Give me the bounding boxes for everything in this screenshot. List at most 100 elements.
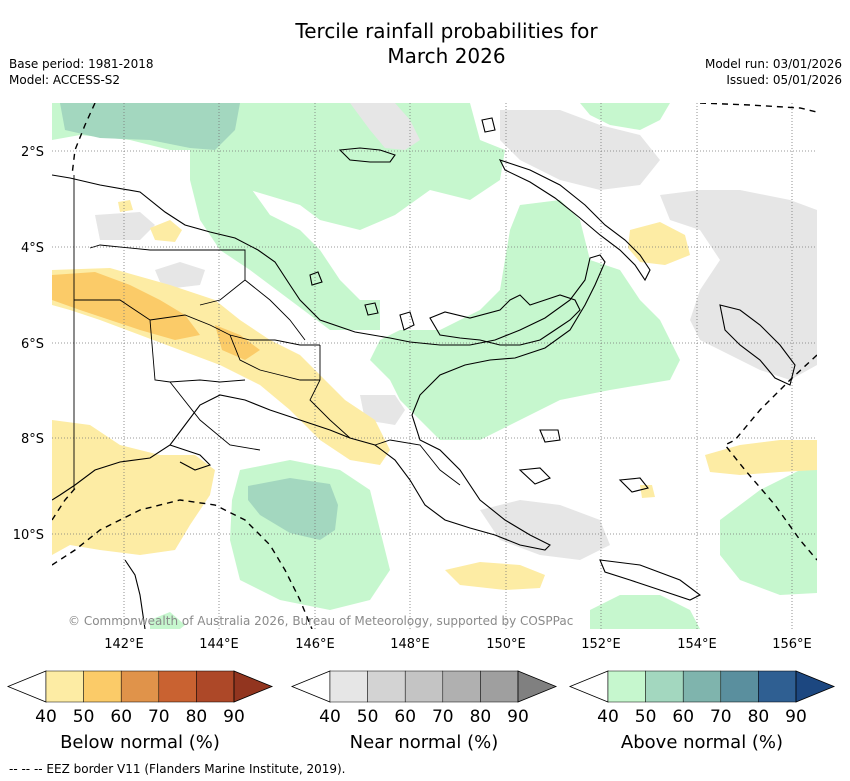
province-border-highlands-1: [149, 314, 320, 346]
above-colorbar-swatch: [645, 670, 684, 703]
below-normal-region-east: [628, 222, 690, 265]
below-colorbar-tick: 40: [35, 707, 57, 727]
below-normal-region-north-spot: [150, 220, 182, 242]
above-colorbar-tick: 60: [672, 707, 694, 727]
lon-label-154e: 154°E: [677, 637, 717, 652]
below-colorbar-tick: 90: [223, 707, 245, 727]
near-colorbar-max-arrow: [517, 670, 558, 703]
model-run-text: Model run: 03/01/2026: [704, 57, 842, 71]
title-line-2: March 2026: [387, 44, 506, 68]
base-info: Base period: 1981-2018 Model: ACCESS-S2: [9, 56, 154, 88]
above-colorbar-swatch: [607, 670, 646, 703]
probability-fields: [52, 103, 817, 629]
new-hanover-coast: [481, 117, 496, 133]
above-colorbar-tick: 50: [635, 707, 657, 727]
lat-label-6s: 6°S: [21, 337, 44, 352]
above-colorbar-tick: 90: [785, 707, 807, 727]
near-colorbar-swatch: [367, 670, 406, 703]
province-border-highlands-2: [229, 334, 320, 381]
australia-cape-york-coast: [124, 559, 146, 629]
above-colorbar-tick: 70: [710, 707, 732, 727]
above-normal-region-se: [720, 470, 817, 595]
below-normal-region-south-sea: [445, 562, 545, 590]
eez-border-north: [71, 103, 96, 176]
above-normal-region-east-sea: [370, 200, 680, 440]
eez-border-east: [723, 354, 817, 561]
below-colorbar-swatch: [45, 670, 84, 703]
new-ireland-coast: [498, 159, 651, 282]
new-britain-coast: [429, 294, 581, 346]
lat-label-2s: 2°S: [21, 145, 44, 160]
above-colorbar-swatch: [758, 670, 797, 703]
below-normal-region-island: [640, 485, 655, 498]
above-normal-region-sw-patch: [590, 595, 700, 629]
above-normal-region-south-spot: [150, 612, 185, 629]
near-normal-region-ne: [500, 110, 660, 190]
map-title: Tercile rainfall probabilities for March…: [0, 19, 850, 69]
below-colorbar-min-arrow: [6, 670, 47, 703]
above-normal-50-nw: [60, 103, 240, 150]
below-normal-region-tiny: [118, 200, 133, 212]
below-normal-50-strip: [215, 325, 260, 360]
run-info: Model run: 03/01/2026 Issued: 05/01/2026: [705, 56, 842, 88]
base-period-text: Base period: 1981-2018: [9, 57, 154, 71]
below-normal-50-core: [52, 272, 200, 340]
below-normal-region-far-east: [705, 440, 817, 475]
long-island-coast: [364, 302, 379, 316]
near-colorbar-swatch: [480, 670, 519, 703]
province-border-central: [309, 345, 351, 439]
near-normal-region-north: [350, 103, 420, 150]
near-normal-region-sw-lake: [155, 262, 205, 288]
below-colorbar-tick: 50: [73, 707, 95, 727]
above-colorbar-title: Above normal (%): [621, 732, 783, 753]
below-colorbar-tick: 70: [148, 707, 170, 727]
lon-label-146e: 146°E: [295, 637, 335, 652]
near-colorbar-tick: 40: [319, 707, 341, 727]
lat-label-10s: 10°S: [13, 528, 44, 543]
lon-label-142e: 142°E: [104, 637, 144, 652]
near-normal-region-se: [480, 500, 610, 560]
province-border-north: [244, 279, 306, 341]
eez-footer-note: -- -- -- EEZ border V11 (Flanders Marine…: [9, 762, 346, 776]
fly-river-delta-coast: [169, 444, 212, 471]
near-colorbar-tick: 70: [432, 707, 454, 727]
province-border-western: [74, 299, 246, 383]
near-colorbar-swatch: [404, 670, 444, 703]
title-line-1: Tercile rainfall probabilities for: [295, 19, 598, 43]
above-colorbar-tick: 80: [748, 707, 770, 727]
near-colorbar-swatch: [329, 670, 368, 703]
goodenough-coast: [518, 467, 551, 485]
near-colorbar-tick: 80: [470, 707, 492, 727]
karkar-island-coast: [309, 271, 323, 286]
below-colorbar-swatch: [120, 670, 160, 703]
eez-border-ne: [699, 103, 817, 113]
near-colorbar-tick: 90: [507, 707, 529, 727]
above-normal-region-west-strip: [190, 103, 380, 330]
near-colorbar-tick: 60: [394, 707, 416, 727]
above-normal-region-central: [190, 103, 505, 230]
lon-label-150e: 150°E: [486, 637, 526, 652]
above-colorbar-tick: 40: [597, 707, 619, 727]
eez-borders: [52, 103, 817, 629]
above-colorbar-swatch: [682, 670, 722, 703]
above-colorbar-swatch: [720, 670, 759, 703]
graticule: [52, 103, 817, 629]
below-colorbar-tick: 60: [110, 707, 132, 727]
umboi-island-coast: [399, 311, 415, 331]
above-colorbar-min-arrow: [568, 670, 609, 703]
near-colorbar-tick: 50: [357, 707, 379, 727]
below-colorbar-title: Below normal (%): [60, 732, 220, 753]
above-normal-region-ne: [580, 103, 670, 130]
below-colorbar-swatch: [196, 670, 235, 703]
province-border-gulf: [169, 381, 261, 451]
lon-label-152e: 152°E: [581, 637, 621, 652]
eez-border-southwest: [52, 484, 79, 521]
louisiade-coast: [599, 559, 702, 601]
lon-label-148e: 148°E: [390, 637, 430, 652]
below-normal-region-west-strip: [52, 430, 80, 525]
bougainville-coast: [719, 304, 796, 386]
lat-label-4s: 4°S: [21, 241, 44, 256]
woodlark-coast: [618, 477, 649, 493]
